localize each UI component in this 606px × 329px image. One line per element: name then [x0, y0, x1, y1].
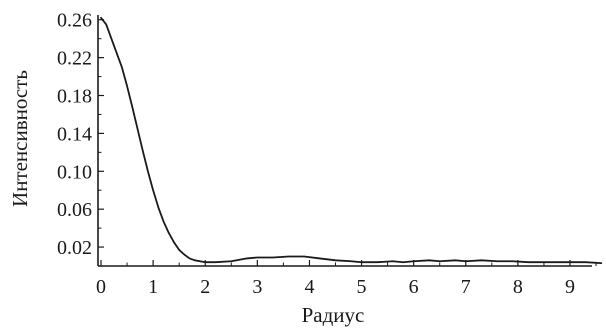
x-tick-label: 7: [461, 276, 471, 298]
x-tick-label: 9: [565, 276, 575, 298]
series-line: [100, 16, 603, 265]
y-axis-title: Интенсивность: [8, 70, 32, 207]
x-tick-label: 4: [304, 276, 314, 298]
y-tick-label: 0.22: [57, 48, 92, 70]
x-tick-label: 2: [200, 276, 210, 298]
x-tick-label: 3: [252, 276, 262, 298]
lines-layer: [100, 16, 603, 265]
y-tick-label: 0.06: [57, 199, 92, 221]
x-tick-label: 1: [148, 276, 158, 298]
y-tick-label: 0.10: [57, 161, 92, 183]
y-tick-label: 0.18: [57, 86, 92, 108]
labels-layer: 0 1 2 3 4 5 6 7 8 9 0.02 0.06 0.10 0.14 0.18 0.22 0.26: [57, 10, 575, 298]
y-tick-label: 0.26: [57, 10, 92, 32]
x-axis-title: Радиус: [302, 303, 365, 327]
x-tick-label: 0: [96, 276, 106, 298]
ticks-layer: [98, 19, 597, 266]
y-tick-label: 0.02: [57, 237, 92, 259]
x-tick-label: 5: [357, 276, 367, 298]
x-tick-label: 8: [513, 276, 523, 298]
x-tick-label: 6: [409, 276, 419, 298]
y-tick-label: 0.14: [57, 123, 92, 145]
